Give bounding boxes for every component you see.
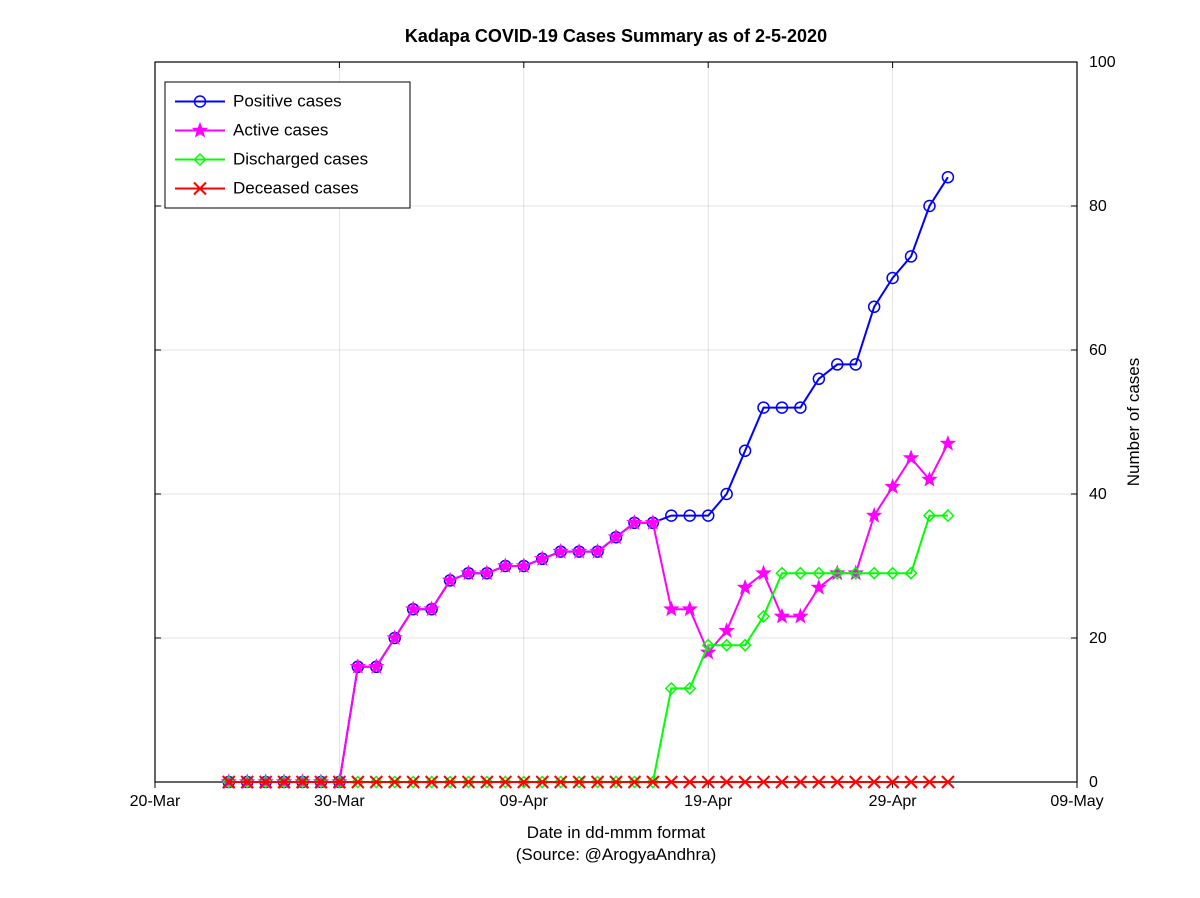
y-axis-label: Number of cases (1124, 358, 1143, 487)
svg-text:29-Apr: 29-Apr (869, 793, 918, 810)
svg-text:20-Mar: 20-Mar (130, 793, 181, 810)
svg-text:09-May: 09-May (1050, 793, 1103, 810)
svg-text:40: 40 (1089, 486, 1107, 503)
svg-text:100: 100 (1089, 54, 1116, 71)
chart-container: 20-Mar 30-Mar 09-Apr 19-Apr 29-Apr 09-May 0 20 4… (0, 0, 1200, 898)
svg-text:19-Apr: 19-Apr (684, 793, 733, 810)
svg-text:80: 80 (1089, 198, 1107, 215)
svg-text:0: 0 (1089, 774, 1098, 791)
x-axis-label-line1: Date in dd-mmm format (527, 823, 706, 842)
chart-title: Kadapa COVID-19 Cases Summary as of 2-5-… (405, 26, 827, 46)
svg-text:30-Mar: 30-Mar (314, 793, 365, 810)
svg-text:20: 20 (1089, 630, 1107, 647)
svg-text:09-Apr: 09-Apr (500, 793, 549, 810)
legend-label: Active cases (233, 121, 328, 140)
legend-label: Discharged cases (233, 150, 368, 169)
legend-label: Deceased cases (233, 179, 359, 198)
svg-text:60: 60 (1089, 342, 1107, 359)
covid-cases-chart: 20-Mar 30-Mar 09-Apr 19-Apr 29-Apr 09-May 0 20 4… (0, 0, 1200, 898)
legend-label: Positive cases (233, 92, 342, 111)
legend: Positive cases Active cases Discharged cas… (165, 82, 410, 208)
x-axis-label-line2: (Source: @ArogyaAndhra) (516, 845, 717, 864)
